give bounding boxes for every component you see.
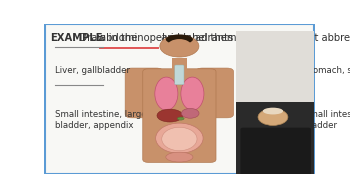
FancyBboxPatch shape [175,65,184,85]
Ellipse shape [162,127,197,151]
Text: : Draw in the: : Draw in the [73,33,141,43]
Circle shape [258,109,288,125]
Ellipse shape [167,39,191,53]
FancyBboxPatch shape [240,128,311,176]
FancyBboxPatch shape [236,31,314,102]
Ellipse shape [166,152,193,162]
Text: Stomach, spleen, pancreas: Stomach, spleen, pancreas [304,66,350,75]
FancyBboxPatch shape [45,24,314,174]
FancyBboxPatch shape [236,102,314,174]
FancyBboxPatch shape [125,68,163,118]
Ellipse shape [156,123,203,153]
Ellipse shape [157,109,183,122]
Text: and label them with the correct abbreviations.: and label them with the correct abbrevia… [158,33,350,43]
Ellipse shape [181,108,199,118]
Ellipse shape [181,77,204,110]
Circle shape [160,35,199,57]
Text: Small intestine, large intestine,
bladder: Small intestine, large intestine, bladde… [304,110,350,130]
Ellipse shape [155,77,178,110]
FancyBboxPatch shape [143,69,216,162]
Text: Small intestine, large intestine,
bladder, appendix: Small intestine, large intestine, bladde… [55,110,189,130]
Text: Liver, gallbladder: Liver, gallbladder [55,66,130,75]
Text: EXAMPLE: EXAMPLE [50,33,103,43]
Ellipse shape [263,108,283,114]
Text: abdominopelvic quadrants: abdominopelvic quadrants [100,33,233,43]
FancyBboxPatch shape [196,68,234,118]
Ellipse shape [166,34,193,44]
FancyBboxPatch shape [172,58,187,72]
Ellipse shape [177,117,184,120]
